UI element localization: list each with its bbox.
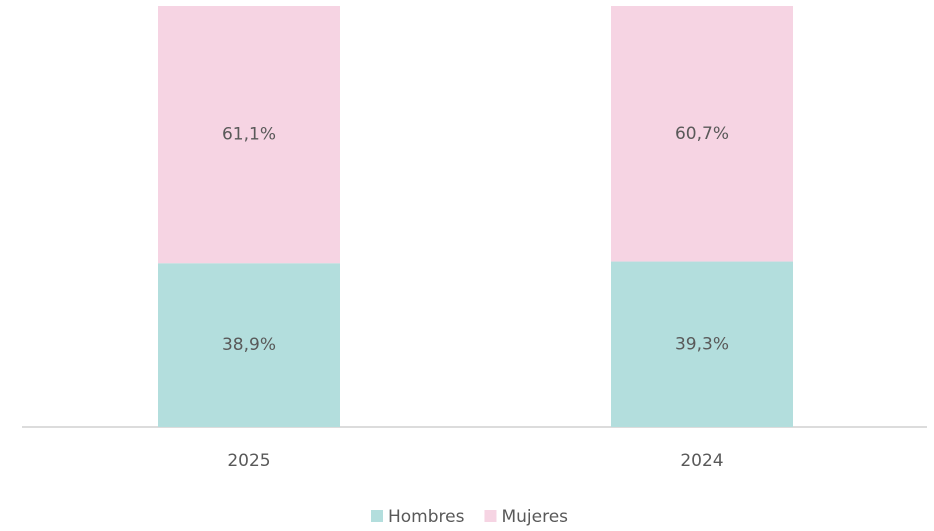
- value-label: 61,1%: [222, 125, 276, 145]
- value-label: 38,9%: [222, 335, 276, 355]
- legend-swatch: [484, 510, 497, 522]
- x-tick-label: 2025: [227, 451, 270, 471]
- legend-label: Mujeres: [501, 507, 568, 527]
- value-label: 60,7%: [675, 124, 729, 144]
- value-label: 39,3%: [675, 334, 729, 354]
- legend-label: Hombres: [388, 507, 465, 527]
- bar-segment: [158, 263, 340, 427]
- x-tick-label: 2024: [680, 451, 723, 471]
- bar-segment: [158, 6, 340, 264]
- bar-segment: [611, 261, 793, 427]
- legend-swatch: [371, 510, 383, 522]
- bar-segment: [611, 6, 793, 262]
